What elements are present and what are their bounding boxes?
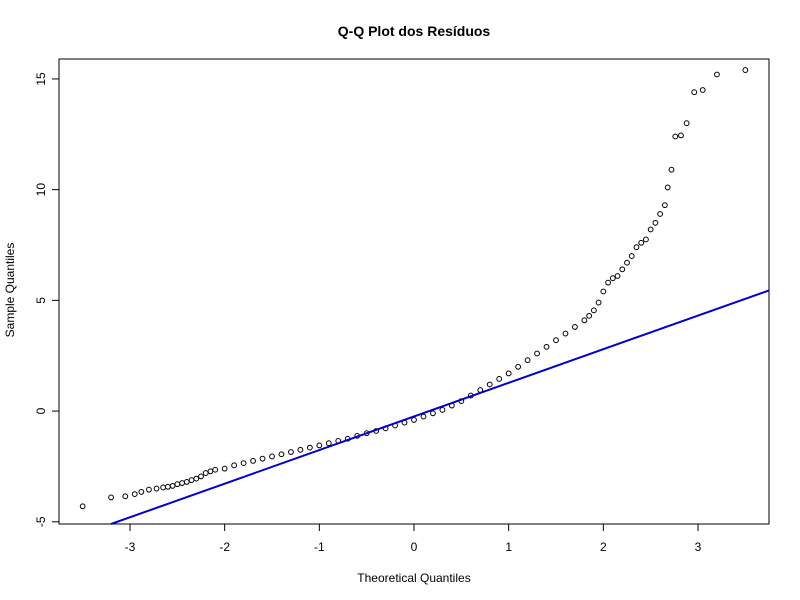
data-point (581, 317, 588, 324)
data-point (183, 479, 190, 485)
data-point (108, 494, 114, 501)
data-point (288, 449, 294, 455)
data-point (657, 211, 664, 217)
data-point (297, 446, 304, 453)
data-point (562, 330, 569, 337)
data-point (231, 462, 238, 469)
data-point (515, 363, 522, 370)
data-point (683, 120, 690, 127)
reference-line (110, 289, 770, 525)
data-point (169, 483, 176, 489)
data-point (672, 133, 679, 140)
data-point (179, 480, 185, 486)
data-point (207, 468, 214, 475)
data-point (524, 357, 531, 364)
data-point (505, 370, 512, 377)
data-point (614, 273, 621, 279)
data-point (714, 71, 720, 78)
data-point (221, 465, 228, 472)
data-point (624, 259, 630, 266)
data-point (259, 455, 266, 462)
data-point (647, 226, 654, 233)
plot-area (58, 58, 770, 525)
data-point (628, 253, 635, 259)
data-point (212, 466, 219, 473)
x-axis: -3 -2 -1 0 1 2 3 (125, 524, 702, 554)
data-point (306, 444, 313, 451)
data-point (146, 486, 152, 493)
x-tick-label: 1 (505, 540, 512, 554)
data-point (586, 312, 593, 319)
data-point (269, 453, 275, 460)
data-point (486, 381, 493, 388)
y-tick-label: 15 (34, 72, 48, 86)
data-point (153, 485, 160, 492)
data-point (278, 451, 285, 458)
data-point (138, 488, 145, 495)
x-tick-label: -2 (219, 540, 230, 554)
reference-line-group (110, 289, 770, 525)
data-point (619, 266, 626, 273)
data-point (742, 67, 749, 73)
data-point (496, 376, 503, 382)
chart-title: Q-Q Plot dos Resíduos (338, 23, 491, 39)
data-point (122, 493, 129, 500)
data-point (543, 343, 550, 350)
data-point (325, 440, 332, 447)
data-point (79, 503, 86, 510)
data-point (188, 477, 195, 484)
data-point (638, 239, 645, 246)
x-tick-label: 0 (411, 540, 418, 554)
data-point (553, 337, 559, 344)
data-point (661, 202, 668, 209)
data-point (193, 475, 200, 482)
data-point (131, 491, 138, 498)
data-point (633, 244, 640, 251)
x-axis-label: Theoretical Quantiles (357, 571, 470, 585)
data-point (668, 166, 675, 173)
y-tick-label: 10 (34, 183, 48, 197)
data-point (590, 307, 597, 314)
data-point (420, 413, 427, 420)
data-point (699, 87, 706, 93)
y-tick-label: -5 (34, 516, 48, 527)
data-point (174, 481, 181, 488)
data-point (534, 350, 540, 357)
data-point (643, 236, 649, 243)
data-point (439, 407, 446, 413)
y-tick-label: 0 (34, 407, 48, 414)
data-point (202, 470, 209, 476)
y-axis-label: Sample Quantiles (3, 243, 17, 338)
data-point (164, 483, 171, 490)
data-point (652, 219, 659, 226)
y-tick-label: 5 (34, 297, 48, 304)
data-point (240, 460, 247, 467)
data-point (572, 324, 578, 330)
data-point (600, 288, 607, 295)
data-point (605, 279, 611, 286)
data-point (316, 442, 323, 449)
x-tick-label: 3 (695, 540, 702, 554)
x-tick-label: -3 (125, 540, 136, 554)
data-points (79, 67, 749, 510)
data-point (430, 410, 436, 417)
data-point (691, 89, 698, 96)
data-point (198, 473, 204, 480)
data-point (664, 184, 671, 191)
data-point (160, 484, 167, 491)
x-tick-label: -1 (314, 540, 325, 554)
data-point (678, 132, 684, 139)
y-axis: -5 0 5 10 15 (34, 72, 59, 527)
data-point (609, 275, 616, 282)
data-point (250, 457, 256, 464)
data-point (411, 417, 417, 423)
plot-frame (58, 58, 770, 525)
data-point (595, 299, 602, 306)
x-tick-label: 2 (600, 540, 607, 554)
